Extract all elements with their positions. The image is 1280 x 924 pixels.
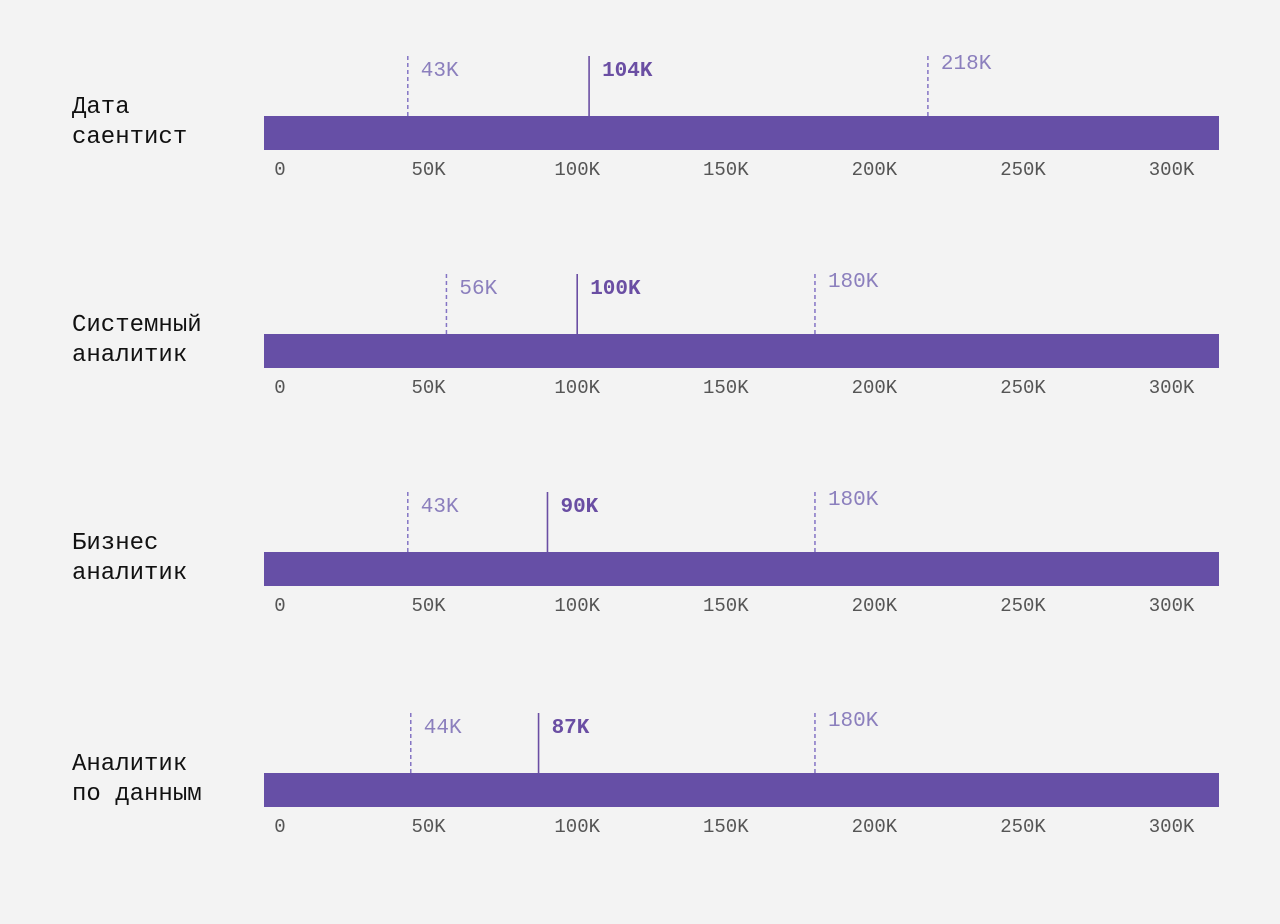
tick-label: 100K [554,159,600,181]
row-label: Аналитик [72,751,187,778]
high-label: 218K [941,53,992,76]
tick-label: 300K [1149,595,1195,617]
tick-label: 150K [703,377,749,399]
tick-label: 200K [852,159,898,181]
tick-label: 0 [274,816,285,838]
tick-label: 250K [1000,816,1046,838]
range-bar [264,334,1219,368]
tick-label: 200K [852,377,898,399]
row-label: Системный [72,312,202,339]
tick-label: 150K [703,595,749,617]
median-label: 100K [590,278,641,301]
high-label: 180K [828,710,879,733]
tick-label: 100K [554,595,600,617]
row-label: саентист [72,124,187,151]
tick-label: 200K [852,595,898,617]
low-label: 44K [424,717,462,740]
tick-label: 300K [1149,377,1195,399]
tick-label: 250K [1000,595,1046,617]
tick-label: 150K [703,159,749,181]
tick-label: 0 [274,159,285,181]
range-bar [264,773,1219,807]
tick-label: 100K [554,377,600,399]
tick-label: 50K [411,159,446,181]
row-label: Бизнес [72,530,158,557]
range-bar [264,552,1219,586]
row-label: Дата [72,94,130,121]
tick-label: 0 [274,377,285,399]
tick-label: 250K [1000,159,1046,181]
low-label: 43K [421,60,459,83]
tick-label: 100K [554,816,600,838]
median-label: 90K [560,496,598,519]
tick-label: 50K [411,595,446,617]
low-label: 56K [459,278,497,301]
tick-label: 300K [1149,159,1195,181]
high-label: 180K [828,271,879,294]
tick-label: 300K [1149,816,1195,838]
tick-label: 150K [703,816,749,838]
row-label: аналитик [72,342,187,369]
tick-label: 50K [411,377,446,399]
median-label: 104K [602,60,653,83]
tick-label: 50K [411,816,446,838]
low-label: 43K [421,496,459,519]
tick-label: 250K [1000,377,1046,399]
tick-label: 0 [274,595,285,617]
row-label: по данным [72,781,202,808]
tick-label: 200K [852,816,898,838]
range-bar [264,116,1219,150]
row-label: аналитик [72,560,187,587]
high-label: 180K [828,489,879,512]
median-label: 87K [552,717,590,740]
